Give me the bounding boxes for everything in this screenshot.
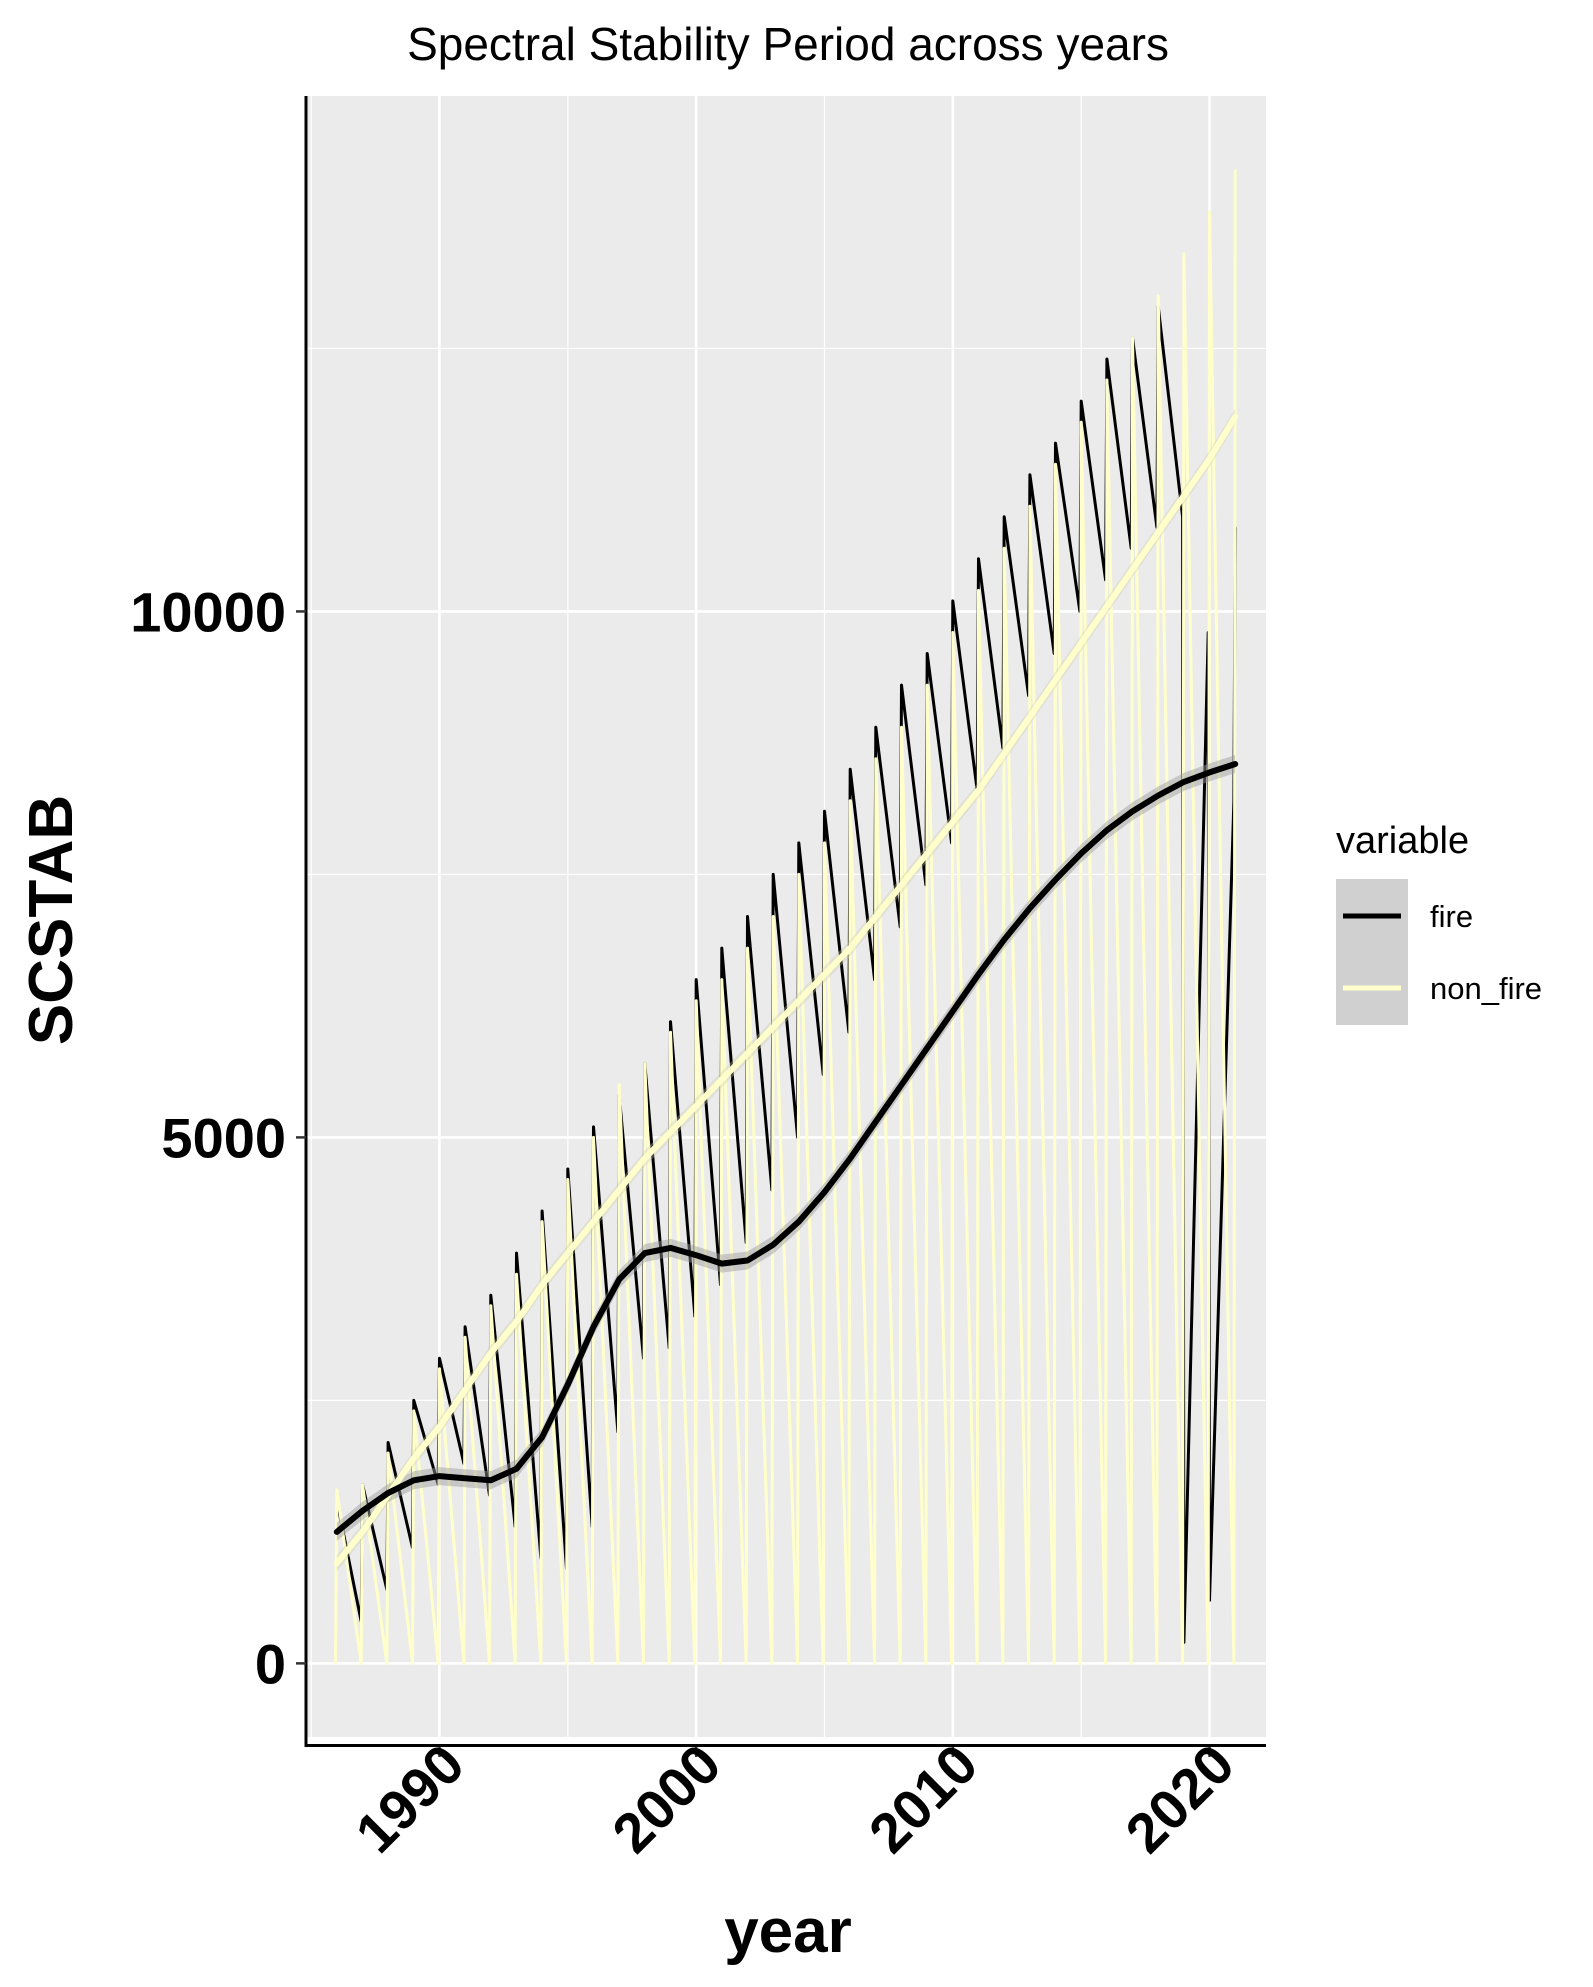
y-tick-label: 0 (255, 1632, 286, 1695)
x-tick-label: 2010 (857, 1732, 990, 1865)
chart-title: Spectral Stability Period across years (407, 18, 1169, 70)
y-tick-label: 5000 (161, 1106, 286, 1169)
non-fire-smooth-line (333, 413, 1239, 1567)
x-tick-label: 2020 (1113, 1732, 1246, 1865)
legend-key-background (1336, 879, 1408, 1025)
legend-label-non-fire: non_fire (1430, 971, 1542, 1006)
x-ticks-group: 1990 2000 2010 2020 (343, 1732, 1246, 1865)
y-tick-label: 10000 (130, 580, 286, 643)
fire-smooth-line (333, 761, 1239, 1535)
y-axis-label: SCSTAB (17, 795, 86, 1045)
legend: variable fire non_fire (1336, 820, 1542, 1025)
x-tick-label: 2000 (600, 1732, 733, 1865)
legend-title: variable (1336, 820, 1469, 862)
x-tick-label: 1990 (343, 1732, 476, 1865)
legend-label-fire: fire (1430, 899, 1473, 934)
non-fire-raw-line (334, 169, 1237, 1665)
y-ticks-group: 0 5000 10000 (130, 580, 306, 1695)
x-axis-label: year (724, 1897, 852, 1966)
series-group (333, 169, 1239, 1665)
